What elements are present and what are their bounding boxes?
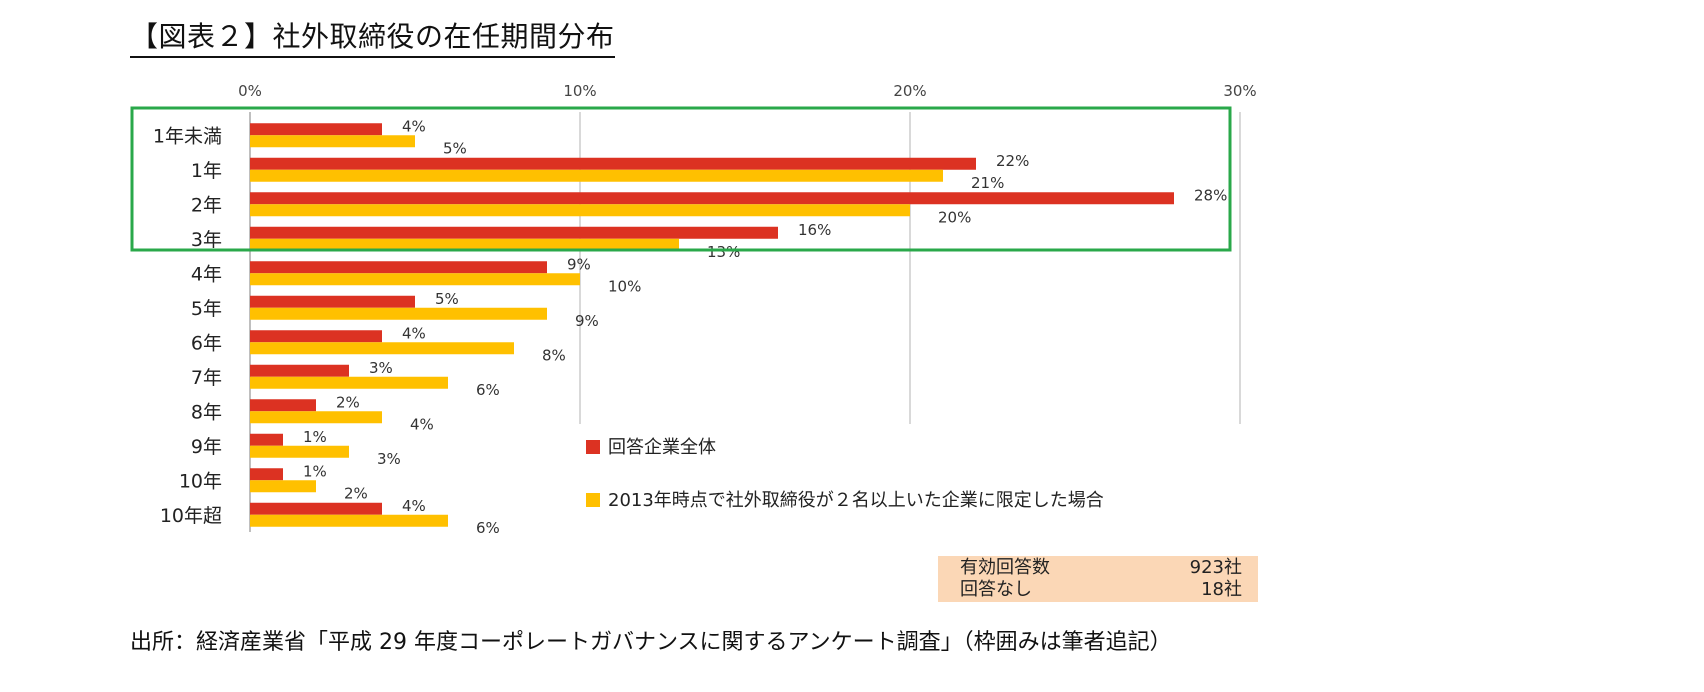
category-label: 1年未満 bbox=[153, 125, 222, 147]
data-label: 4% bbox=[410, 415, 434, 433]
bar-all bbox=[250, 123, 382, 136]
info-value-responses: 923社 bbox=[1189, 557, 1242, 578]
data-label: 9% bbox=[575, 312, 599, 330]
bar-all bbox=[250, 364, 349, 377]
data-label: 22% bbox=[996, 152, 1029, 170]
x-tick-label: 20% bbox=[893, 82, 926, 100]
data-label: 13% bbox=[707, 243, 740, 261]
data-label: 3% bbox=[377, 450, 401, 468]
data-label: 28% bbox=[1194, 186, 1227, 204]
bar-all bbox=[250, 192, 1174, 205]
data-label: 1% bbox=[303, 462, 327, 480]
data-label: 4% bbox=[402, 497, 426, 515]
x-tick-label: 30% bbox=[1223, 82, 1256, 100]
bar-all bbox=[250, 468, 283, 481]
bar-all bbox=[250, 226, 778, 239]
info-row-no-response: 回答なし 18社 bbox=[938, 578, 1258, 600]
bar-limited bbox=[250, 514, 448, 527]
bar-all bbox=[250, 330, 382, 343]
legend-swatch bbox=[586, 493, 600, 507]
data-label: 8% bbox=[542, 346, 566, 364]
legend-label: 2013年時点で社外取締役が２名以上いた企業に限定した場合 bbox=[608, 490, 1104, 511]
data-label: 1% bbox=[303, 428, 327, 446]
data-label: 21% bbox=[971, 174, 1004, 192]
category-label: 9年 bbox=[191, 436, 222, 458]
data-label: 5% bbox=[443, 139, 467, 157]
bar-all bbox=[250, 433, 283, 446]
bar-limited bbox=[250, 169, 943, 182]
data-label: 2% bbox=[336, 393, 360, 411]
legend-swatch bbox=[586, 440, 600, 454]
category-label: 10年超 bbox=[160, 505, 222, 527]
data-label: 4% bbox=[402, 117, 426, 135]
info-box: 有効回答数 923社 回答なし 18社 bbox=[938, 556, 1258, 602]
bar-limited bbox=[250, 376, 448, 389]
data-label: 2% bbox=[344, 484, 368, 502]
source-note: 出所：経済産業省「平成 29 年度コーポレートガバナンスに関するアンケート調査」… bbox=[130, 630, 1172, 655]
bar-limited bbox=[250, 238, 679, 251]
info-label-responses: 有効回答数 bbox=[960, 557, 1050, 578]
category-label: 7年 bbox=[191, 367, 222, 389]
x-tick-label: 10% bbox=[563, 82, 596, 100]
data-label: 6% bbox=[476, 381, 500, 399]
bar-all bbox=[250, 502, 382, 515]
data-label: 5% bbox=[435, 290, 459, 308]
chart-title: 【図表２】社外取締役の在任期間分布 bbox=[130, 20, 615, 58]
bar-limited bbox=[250, 307, 547, 320]
data-label: 9% bbox=[567, 255, 591, 273]
data-label: 16% bbox=[798, 221, 831, 239]
data-label: 4% bbox=[402, 324, 426, 342]
data-label: 6% bbox=[476, 519, 500, 537]
info-value-no-response: 18社 bbox=[1201, 579, 1242, 600]
bar-limited bbox=[250, 204, 910, 217]
category-label: 6年 bbox=[191, 332, 222, 354]
bar-limited bbox=[250, 273, 580, 286]
category-label: 4年 bbox=[191, 263, 222, 285]
bar-limited bbox=[250, 445, 349, 458]
bar-limited bbox=[250, 480, 316, 493]
x-tick-label: 0% bbox=[238, 82, 262, 100]
category-label: 8年 bbox=[191, 401, 222, 423]
category-label: 10年 bbox=[179, 470, 222, 492]
category-label: 5年 bbox=[191, 298, 222, 320]
bar-all bbox=[250, 157, 976, 170]
bar-limited bbox=[250, 342, 514, 355]
data-label: 3% bbox=[369, 359, 393, 377]
data-label: 10% bbox=[608, 277, 641, 295]
category-label: 2年 bbox=[191, 194, 222, 216]
legend-label: 回答企業全体 bbox=[608, 437, 716, 458]
info-label-no-response: 回答なし bbox=[960, 579, 1032, 600]
bar-all bbox=[250, 261, 547, 274]
bar-limited bbox=[250, 135, 415, 148]
data-label: 20% bbox=[938, 208, 971, 226]
category-label: 3年 bbox=[191, 229, 222, 251]
category-label: 1年 bbox=[191, 160, 222, 182]
bar-all bbox=[250, 295, 415, 308]
info-row-responses: 有効回答数 923社 bbox=[938, 556, 1258, 578]
bar-limited bbox=[250, 411, 382, 424]
highlight-box bbox=[130, 106, 1232, 252]
bar-all bbox=[250, 399, 316, 412]
